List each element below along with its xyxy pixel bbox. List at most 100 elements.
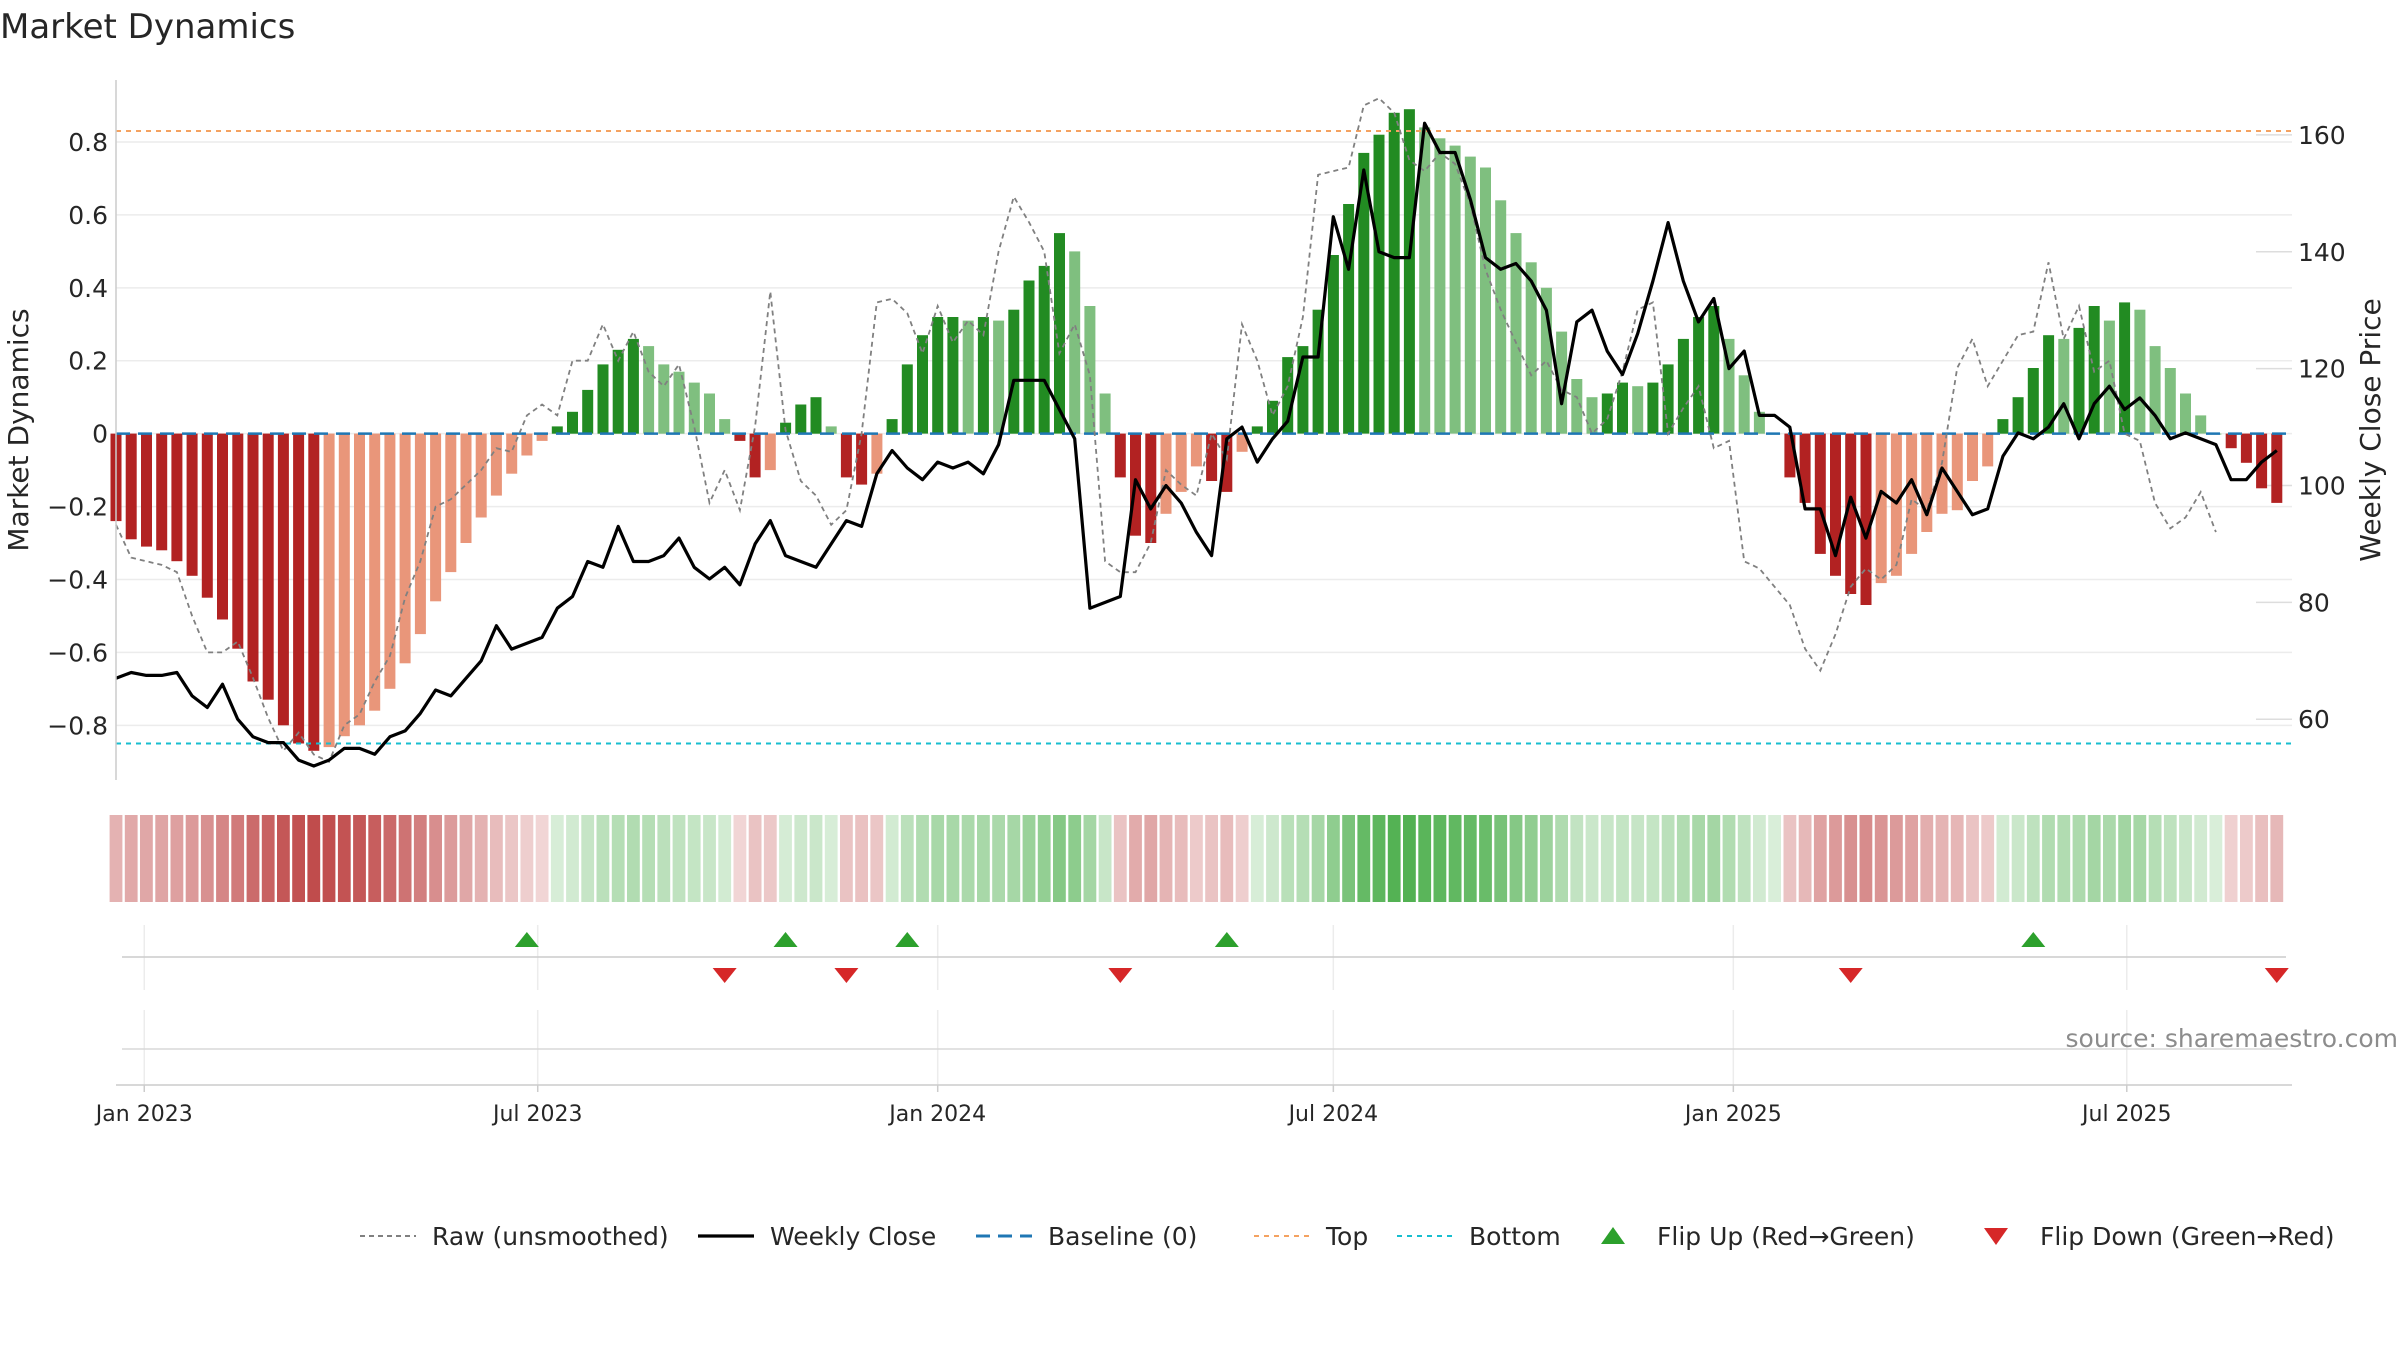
market-dynamics-bar [1480, 167, 1491, 434]
heat-strip-cell [1007, 815, 1021, 902]
heat-strip-cell [1068, 815, 1082, 902]
heat-strip-cell [505, 815, 518, 902]
market-dynamics-bar [1023, 280, 1035, 434]
market-dynamics-bar [1830, 433, 1841, 576]
legend-baseline-label: Baseline (0) [1048, 1222, 1197, 1251]
heat-strip-cell [946, 815, 960, 902]
heat-strip-cell [1585, 815, 1599, 902]
y2-tick-label: 100 [2298, 472, 2346, 501]
heat-strip-cell [1905, 815, 1918, 902]
market-dynamics-bar [2103, 320, 2115, 434]
market-dynamics-bar [597, 364, 609, 434]
x-tick-label: Jan 2025 [1683, 1102, 1782, 1127]
legend-flip-up-label: Flip Up (Red→Green) [1657, 1222, 1915, 1251]
heat-strip-cell [977, 815, 990, 902]
market-dynamics-bar [1997, 419, 2009, 434]
heat-strip-cell [413, 815, 427, 902]
heat-strip-cell [1433, 815, 1447, 902]
market-dynamics-bar [125, 433, 137, 540]
market-dynamics-bar [141, 433, 152, 547]
market-dynamics-bar [977, 317, 989, 434]
market-dynamics-bar [1327, 255, 1339, 434]
heat-strip-cell [1768, 815, 1781, 902]
heat-strip-cell [1859, 815, 1873, 902]
legend-raw-label: Raw (unsmoothed) [432, 1222, 669, 1251]
heat-strip-cell [1829, 815, 1842, 902]
heat-strip-cell [1631, 815, 1645, 902]
heat-strip-cell [474, 815, 488, 902]
market-dynamics-bar [1647, 382, 1659, 434]
market-dynamics-bar [201, 433, 213, 598]
market-dynamics-bar [1936, 433, 1948, 514]
market-dynamics-bar [1099, 393, 1111, 434]
heat-strip-cell [1813, 815, 1827, 902]
heat-strip-cell [2057, 815, 2071, 902]
heat-strip-cell [809, 815, 823, 902]
market-dynamics-bar [171, 433, 183, 562]
market-dynamics-bar [764, 433, 776, 471]
heat-strip-cell [961, 815, 975, 902]
heat-strip-cell [885, 815, 899, 902]
heat-strip-cell [1250, 815, 1264, 902]
market-dynamics-bar [384, 433, 396, 689]
heat-strip-cell [1600, 815, 1614, 902]
heat-strip-cell [550, 815, 564, 902]
market-dynamics-bar [1175, 433, 1187, 492]
x-tick-label: Jul 2025 [2080, 1102, 2172, 1127]
heat-strip-cell [1707, 815, 1721, 902]
heat-strip-cell [383, 815, 397, 902]
heat-strip-cell [1463, 815, 1477, 902]
market-dynamics-bar [399, 433, 411, 664]
market-dynamics-bar [2058, 338, 2070, 434]
heat-strip-cell [763, 815, 777, 902]
market-dynamics-bar [795, 404, 807, 434]
market-dynamics-bar [749, 433, 761, 478]
heat-strip-cell [1996, 815, 2010, 902]
heat-strip-cell [1098, 815, 1112, 902]
market-dynamics-bar [2271, 433, 2283, 503]
market-dynamics-bar [1784, 433, 1796, 478]
market-dynamics-bar [1677, 338, 1689, 434]
legend-top-label: Top [1325, 1222, 1368, 1251]
market-dynamics-bar [2195, 415, 2207, 434]
y-axis-label: Market Dynamics [2, 308, 35, 551]
market-dynamics-bar [2119, 302, 2131, 434]
heat-strip-cell [1372, 815, 1386, 902]
heat-strip-cell [2011, 815, 2025, 902]
heat-strip-cell [2118, 815, 2131, 902]
market-dynamics-bar [856, 433, 868, 485]
heat-strip-cell [1661, 815, 1675, 902]
market-dynamics-bar [506, 433, 518, 474]
heat-strip-cell [307, 815, 321, 902]
market-dynamics-bar [1951, 433, 1963, 511]
market-dynamics-bar [1038, 265, 1050, 434]
market-dynamics-bar [323, 433, 335, 748]
y2-tick-label: 140 [2298, 238, 2346, 267]
market-dynamics-bar [1267, 400, 1278, 434]
market-dynamics-bar [810, 397, 822, 434]
heat-strip-cell [1311, 815, 1325, 902]
market-dynamics-bar [1860, 433, 1872, 605]
market-dynamics-bar [1358, 152, 1370, 434]
market-dynamics-bar [1617, 382, 1628, 434]
y-tick-label: −0.4 [47, 565, 108, 594]
market-dynamics-bar [1206, 433, 1218, 481]
heat-strip-cell [794, 815, 808, 902]
heat-strip-cell [1540, 815, 1553, 902]
market-dynamics-bar [962, 320, 974, 434]
heat-strip-cell [1357, 815, 1371, 902]
heat-strip-cell [322, 815, 336, 902]
market-dynamics-bar [186, 433, 198, 576]
market-dynamics-bar [917, 335, 928, 434]
source-label: source: sharemaestro.com [2066, 1024, 2399, 1053]
market-dynamics-bar [1982, 433, 1994, 467]
market-dynamics-bar [430, 433, 442, 602]
heat-strip-cell [1266, 815, 1279, 902]
heat-strip-cell [748, 815, 762, 902]
market-dynamics-bar [627, 338, 639, 434]
heat-strip-cell [1890, 815, 1903, 902]
market-dynamics-bar [1875, 433, 1887, 584]
heat-strip-cell [140, 815, 153, 902]
market-dynamics-bar [2240, 433, 2252, 463]
market-dynamics-bar [840, 433, 852, 478]
